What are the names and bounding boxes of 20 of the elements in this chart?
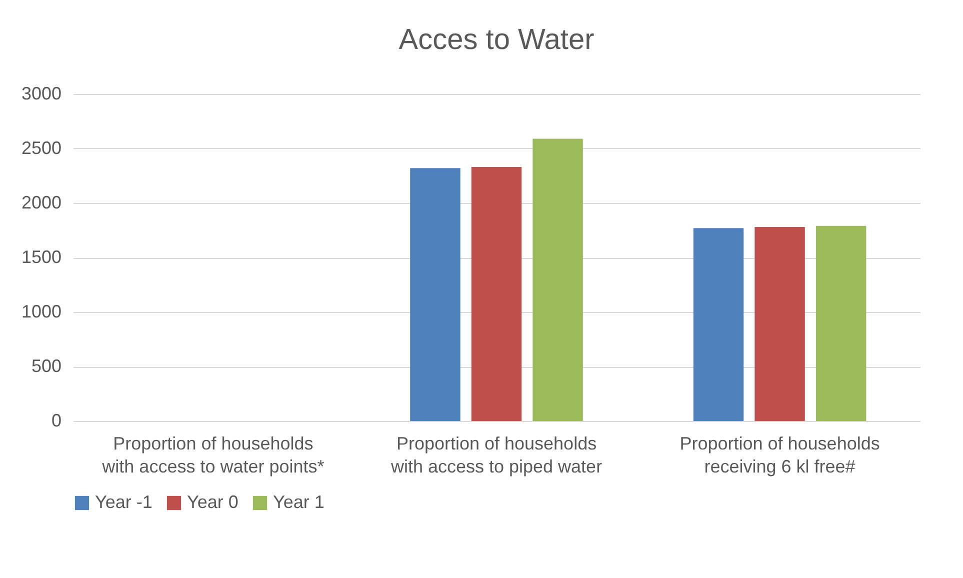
y-tick-label: 1000: [21, 302, 62, 322]
bar: [693, 228, 744, 421]
y-tick-label: 2000: [21, 192, 62, 212]
y-tick-label: 500: [31, 356, 62, 376]
y-tick-label: 2500: [21, 138, 62, 158]
chart-title: Acces to Water: [398, 24, 595, 56]
x-tick-label: Proportion of households with access to water points*: [101, 434, 324, 476]
legend-label: Year 0: [187, 492, 238, 512]
bar: [816, 226, 866, 421]
bar: [410, 168, 460, 421]
y-tick-label: 1500: [21, 247, 62, 267]
x-tick-label: Proportion of households with access to piped water: [390, 434, 602, 476]
bar: [532, 138, 583, 421]
bar: [471, 167, 522, 421]
y-tick-label: 3000: [21, 84, 62, 104]
legend-label: Year -1: [95, 492, 152, 512]
x-tick-label: Proportion of households receiving 6 kl free#: [680, 434, 880, 476]
legend-label: Year 1: [273, 492, 324, 512]
y-tick-label: 0: [51, 410, 62, 430]
bar: [754, 226, 805, 421]
